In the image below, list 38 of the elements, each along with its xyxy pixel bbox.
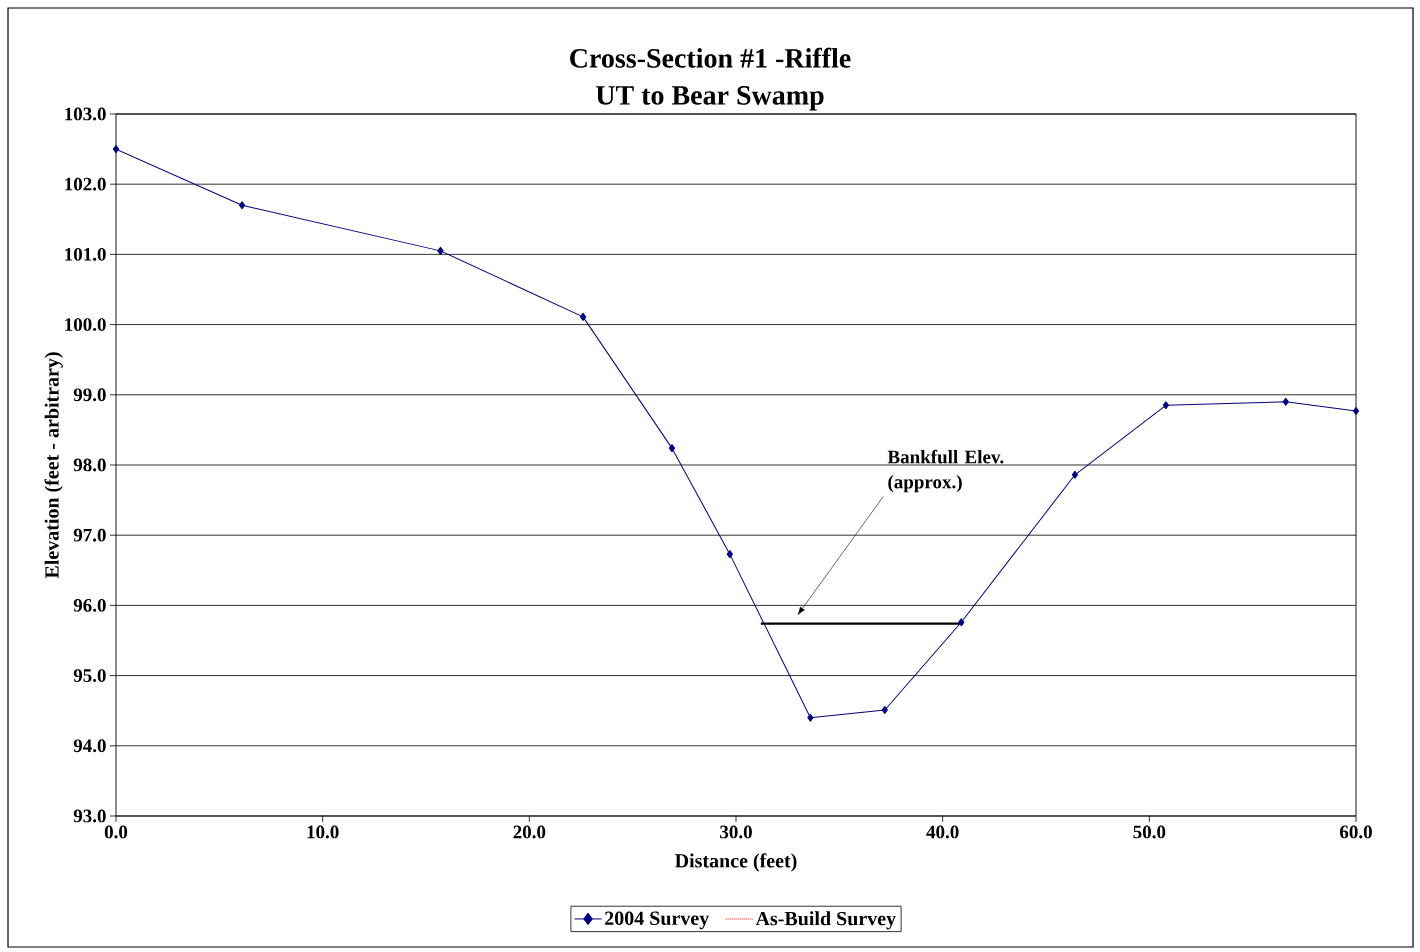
point <box>958 618 965 627</box>
point <box>579 312 587 321</box>
annotation: Bankfull Elev. (approx.) <box>887 449 1004 493</box>
x-tick-label: 60.0 <box>1340 825 1372 839</box>
point <box>1162 401 1169 410</box>
y-tick-label: 95.0 <box>73 669 106 683</box>
point <box>1352 406 1360 415</box>
point <box>668 444 676 453</box>
x-tick-label: 0.0 <box>104 825 128 839</box>
y-tick-label: 98.0 <box>73 458 106 472</box>
point <box>112 145 120 154</box>
legend-label: 2004 Survey <box>605 911 710 930</box>
x-tick-label: 20.0 <box>513 825 546 839</box>
point <box>437 246 444 255</box>
chart-title: Cross-Section #1 -Riffle <box>570 47 851 68</box>
y-axis-title: Elevation (feet - arbitrary) <box>44 352 63 579</box>
y-tick-label: 99.0 <box>73 388 106 402</box>
legend-label: As-Build Survey <box>755 911 896 930</box>
point <box>1282 397 1289 406</box>
y-tick-label: 102.0 <box>65 177 106 191</box>
y-tick-label: 94.0 <box>73 739 106 753</box>
y-tick-label: 93.0 <box>73 809 106 823</box>
point <box>807 713 814 722</box>
x-tick-label: 50.0 <box>1133 825 1166 839</box>
y-tick-label: 100.0 <box>65 318 106 332</box>
x-tick-label: 10.0 <box>307 825 339 839</box>
y-tick-label: 103.0 <box>65 107 106 121</box>
point <box>881 705 888 714</box>
point <box>238 201 246 210</box>
x-axis-title: Distance (feet) <box>674 853 797 872</box>
x-tick-label: 40.0 <box>926 825 959 839</box>
x-tick-label: 30.0 <box>720 825 752 839</box>
y-tick-label: 101.0 <box>65 247 106 261</box>
chart-subtitle: UT to Bear Swamp <box>595 85 824 111</box>
point <box>726 550 733 559</box>
point <box>1071 470 1079 479</box>
y-tick-label: 97.0 <box>73 528 106 542</box>
y-tick-label: 96.0 <box>73 598 106 612</box>
